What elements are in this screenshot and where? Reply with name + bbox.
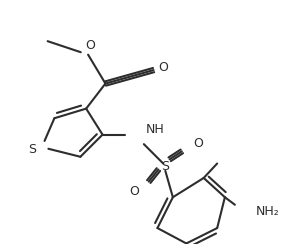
Text: S: S bbox=[161, 160, 169, 173]
Text: O: O bbox=[130, 185, 139, 198]
Text: NH₂: NH₂ bbox=[256, 205, 279, 218]
Text: O: O bbox=[85, 40, 95, 53]
Text: NH: NH bbox=[146, 123, 165, 136]
Text: O: O bbox=[158, 61, 168, 74]
Text: O: O bbox=[193, 137, 203, 150]
Text: S: S bbox=[28, 143, 36, 156]
